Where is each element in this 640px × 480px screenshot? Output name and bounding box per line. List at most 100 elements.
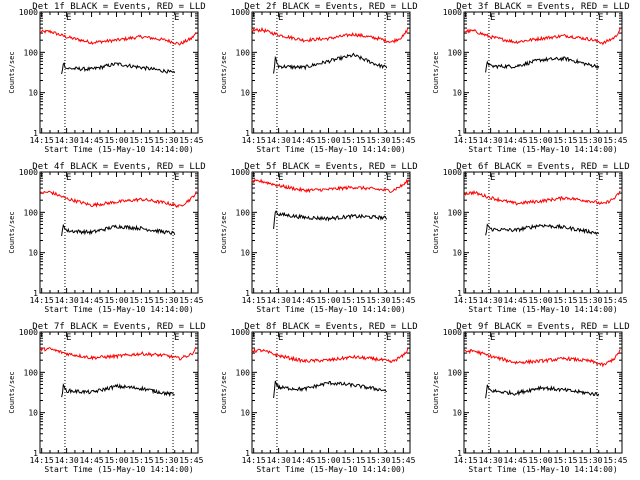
y-axis-label: Counts/sec: [432, 51, 440, 93]
panel-4: Det 4f BLACK = Events, RED = LLD 1 10 100 10…: [8, 162, 206, 314]
y-tick-label: 1000: [231, 168, 250, 177]
x-tick-label: 14:15: [30, 296, 54, 305]
x-tick-label: 15:45: [179, 136, 203, 145]
x-tick-label: 15:00: [104, 296, 128, 305]
x-tick-label: 14:45: [80, 136, 104, 145]
y-tick-label: 100: [24, 208, 39, 217]
x-tick-label: 15:45: [391, 456, 415, 465]
series-lld-line: [39, 29, 197, 46]
series-events-line: [61, 383, 175, 398]
panel-title: Det 3f BLACK = Events, RED = LLD: [456, 2, 629, 12]
y-axis-label: Counts/sec: [8, 51, 16, 93]
y-tick-label: 1: [33, 289, 38, 298]
y-tick-label: 1: [33, 449, 38, 458]
event-marker-label: E: [174, 333, 179, 343]
series-events-line: [61, 62, 176, 75]
x-tick-label: 15:30: [154, 136, 178, 145]
x-tick-label: 15:45: [179, 456, 203, 465]
y-tick-label: 10: [240, 89, 250, 98]
event-marker-label: E: [386, 13, 391, 23]
series-events-line: [485, 56, 600, 73]
y-tick-label: 1000: [19, 168, 38, 177]
y-tick-label: 1: [245, 289, 250, 298]
event-marker-label: E: [490, 13, 495, 23]
x-tick-label: 15:30: [578, 456, 602, 465]
x-tick-label: 14:30: [267, 136, 291, 145]
y-tick-label: 1000: [443, 168, 462, 177]
y-tick-label: 10: [452, 89, 462, 98]
x-tick-label: 15:30: [578, 136, 602, 145]
x-tick-label: 14:15: [30, 456, 54, 465]
plot-frame: [463, 331, 623, 454]
panel-7: Det 7f BLACK = Events, RED = LLD 1 10 100 10…: [8, 322, 206, 474]
y-tick-label: 1: [457, 289, 462, 298]
x-tick-label: 15:00: [316, 296, 340, 305]
y-tick-label: 1000: [19, 8, 38, 17]
event-marker-label: E: [490, 333, 495, 343]
y-axis-label: Counts/sec: [8, 211, 16, 253]
plot-frame: [39, 171, 199, 294]
panel-5: Det 5f BLACK = Events, RED = LLD 1 10 100 10…: [220, 162, 418, 314]
x-tick-label: 15:15: [129, 136, 153, 145]
x-tick-label: 14:15: [454, 136, 478, 145]
x-tick-label: 14:45: [504, 456, 528, 465]
series-events-line: [273, 52, 388, 74]
y-tick-label: 10: [452, 249, 462, 258]
x-tick-label: 15:00: [316, 136, 340, 145]
series-events-line: [273, 210, 388, 229]
x-tick-label: 15:15: [341, 296, 365, 305]
plot-frame: [251, 171, 411, 294]
event-marker-label: E: [278, 13, 283, 23]
x-tick-label: 15:30: [366, 136, 390, 145]
x-tick-label: 15:15: [553, 456, 577, 465]
x-axis-label: Start Time (15-May-10 14:14:00): [256, 145, 405, 154]
y-tick-label: 1: [245, 449, 250, 458]
event-marker-label: E: [598, 333, 603, 343]
panel-3: Det 3f BLACK = Events, RED = LLD 1 10 100 10…: [432, 2, 630, 154]
panel-title: Det 9f BLACK = Events, RED = LLD: [456, 322, 629, 332]
event-marker-label: E: [598, 13, 603, 23]
event-marker-label: E: [386, 173, 391, 183]
x-axis-label: Start Time (15-May-10 14:14:00): [44, 145, 193, 154]
series-lld-line: [463, 349, 621, 368]
x-axis-label: Start Time (15-May-10 14:14:00): [468, 305, 617, 314]
series-events-line: [485, 223, 600, 236]
y-tick-label: 10: [240, 249, 250, 258]
x-tick-label: 14:30: [267, 296, 291, 305]
y-tick-label: 1: [245, 129, 250, 138]
x-tick-label: 14:30: [267, 456, 291, 465]
series-events-line: [273, 380, 387, 399]
event-marker-label: E: [278, 173, 283, 183]
x-tick-label: 14:15: [454, 456, 478, 465]
x-axis-label: Start Time (15-May-10 14:14:00): [468, 145, 617, 154]
event-marker-label: E: [66, 13, 71, 23]
series-lld-line: [251, 347, 409, 364]
x-tick-label: 15:15: [341, 136, 365, 145]
y-axis-label: Counts/sec: [8, 371, 16, 413]
series-events-line: [485, 384, 600, 399]
event-marker-label: E: [386, 333, 391, 343]
panel-title: Det 2f BLACK = Events, RED = LLD: [244, 2, 417, 12]
series-lld-line: [251, 178, 409, 194]
x-tick-label: 15:00: [316, 456, 340, 465]
x-tick-label: 14:30: [55, 136, 79, 145]
panel-title: Det 8f BLACK = Events, RED = LLD: [244, 322, 417, 332]
x-tick-label: 15:45: [391, 136, 415, 145]
y-tick-label: 100: [448, 368, 463, 377]
x-tick-label: 14:30: [55, 456, 79, 465]
x-tick-label: 15:00: [104, 136, 128, 145]
series-lld-line: [39, 346, 197, 361]
event-marker-label: E: [278, 333, 283, 343]
y-tick-label: 100: [448, 208, 463, 217]
y-tick-label: 1000: [443, 8, 462, 17]
x-tick-label: 14:45: [292, 456, 316, 465]
event-marker-label: E: [598, 173, 603, 183]
x-tick-label: 15:45: [179, 296, 203, 305]
panel-title: Det 7f BLACK = Events, RED = LLD: [32, 322, 205, 332]
plot-frame: [463, 171, 623, 294]
x-tick-label: 15:45: [603, 136, 627, 145]
y-tick-label: 1000: [443, 328, 462, 337]
x-tick-label: 14:45: [504, 296, 528, 305]
